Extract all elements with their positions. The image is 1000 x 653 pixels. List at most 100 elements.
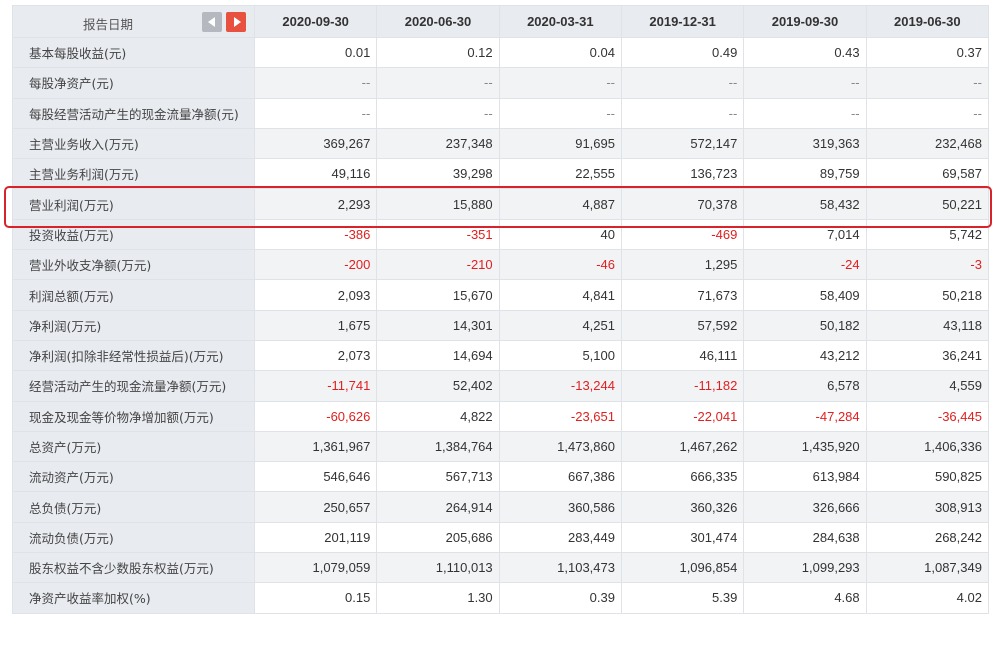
- cell-value: --: [498, 97, 622, 129]
- cell-value: -24: [743, 249, 867, 281]
- row-label: 净资产收益率加权(%): [12, 582, 255, 614]
- date-header-5: 2019-06-30: [865, 5, 989, 38]
- financial-summary-table-wrap: 报告日期 2020-09-30 2020-06-30 2020-03-31 20…: [12, 5, 989, 614]
- cell-value: -200: [253, 249, 378, 281]
- cell-value: 4,822: [376, 400, 500, 432]
- cell-value: 36,241: [865, 339, 989, 372]
- cell-value: -36,445: [865, 400, 989, 432]
- row-label: 净利润(万元): [12, 309, 255, 341]
- cell-value: 50,221: [865, 188, 989, 220]
- cell-value: 0.04: [498, 36, 622, 69]
- cell-value: 590,825: [865, 461, 989, 493]
- table-row: 经营活动产生的现金流量净额(万元) -11,741 52,402 -13,244 -11…: [12, 370, 989, 402]
- cell-value: 232,468: [865, 127, 989, 160]
- cell-value: 572,147: [620, 127, 745, 160]
- cell-value: 4,251: [498, 309, 622, 341]
- row-label: 股东权益不含少数股东权益(万元): [12, 552, 255, 584]
- cell-value: 0.49: [620, 36, 745, 69]
- cell-value: --: [376, 67, 500, 99]
- cell-value: -210: [376, 249, 500, 281]
- cell-value: 284,638: [743, 521, 867, 554]
- cell-value: 1,096,854: [620, 552, 745, 584]
- next-period-button[interactable]: [226, 12, 246, 32]
- cell-value: 7,014: [743, 218, 867, 251]
- row-label: 总资产(万元): [12, 430, 255, 463]
- cell-value: 666,335: [620, 461, 745, 493]
- cell-value: 2,073: [253, 339, 378, 372]
- table-row: 每股经营活动产生的现金流量净额(元) -- -- -- -- -- --: [12, 97, 989, 129]
- cell-value: --: [743, 67, 867, 99]
- cell-value: 369,267: [253, 127, 378, 160]
- cell-value: 4.68: [743, 582, 867, 614]
- cell-value: 15,670: [376, 279, 500, 311]
- cell-value: 567,713: [376, 461, 500, 493]
- table-row: 利润总额(万元) 2,093 15,670 4,841 71,673 58,409 50,2…: [12, 279, 989, 311]
- cell-value: -351: [376, 218, 500, 251]
- cell-value: -3: [865, 249, 989, 281]
- cell-value: -11,182: [620, 370, 745, 402]
- cell-value: 1.30: [376, 582, 500, 614]
- cell-value: -46: [498, 249, 622, 281]
- cell-value: 2,093: [253, 279, 378, 311]
- table-row: 净利润(万元) 1,675 14,301 4,251 57,592 50,182 43,11…: [12, 309, 989, 341]
- cell-value: 1,103,473: [498, 552, 622, 584]
- cell-value: 268,242: [865, 521, 989, 554]
- report-date-label: 报告日期: [83, 17, 134, 32]
- cell-value: 0.01: [253, 36, 378, 69]
- cell-value: 40: [498, 218, 622, 251]
- date-header-1: 2020-06-30: [376, 5, 500, 38]
- cell-value: 0.43: [743, 36, 867, 69]
- chevron-left-icon: [208, 17, 215, 27]
- cell-value: --: [865, 97, 989, 129]
- row-label: 现金及现金等价物净增加额(万元): [12, 400, 255, 432]
- date-header-0: 2020-09-30: [253, 5, 378, 38]
- cell-value: --: [376, 97, 500, 129]
- cell-value: 58,432: [743, 188, 867, 220]
- cell-value: --: [253, 97, 378, 129]
- cell-value: 237,348: [376, 127, 500, 160]
- row-label: 主营业务收入(万元): [12, 127, 255, 160]
- cell-value: 14,301: [376, 309, 500, 341]
- prev-period-button[interactable]: [202, 12, 222, 32]
- cell-value: --: [743, 97, 867, 129]
- row-label: 每股净资产(元): [12, 67, 255, 99]
- table-row: 营业利润(万元) 2,293 15,880 4,887 70,378 58,432 50,2…: [12, 188, 989, 220]
- cell-value: 4.02: [865, 582, 989, 614]
- cell-value: 2,293: [253, 188, 378, 220]
- table-row: 每股净资产(元) -- -- -- -- -- --: [12, 67, 989, 99]
- cell-value: 91,695: [498, 127, 622, 160]
- cell-value: 4,559: [865, 370, 989, 402]
- cell-value: 43,212: [743, 339, 867, 372]
- table-row: 主营业务利润(万元) 49,116 39,298 22,555 136,723 89,75…: [12, 158, 989, 190]
- cell-value: -22,041: [620, 400, 745, 432]
- cell-value: 69,587: [865, 158, 989, 190]
- cell-value: 1,361,967: [253, 430, 378, 463]
- table-row: 总资产(万元) 1,361,967 1,384,764 1,473,860 1,467,…: [12, 430, 989, 463]
- cell-value: 0.15: [253, 582, 378, 614]
- cell-value: --: [253, 67, 378, 99]
- cell-value: 301,474: [620, 521, 745, 554]
- cell-value: 5,100: [498, 339, 622, 372]
- report-date-header: 报告日期: [12, 5, 255, 38]
- cell-value: 70,378: [620, 188, 745, 220]
- table-row: 投资收益(万元) -386 -351 40 -469 7,014 5,742: [12, 218, 989, 251]
- cell-value: 22,555: [498, 158, 622, 190]
- cell-value: 71,673: [620, 279, 745, 311]
- cell-value: --: [865, 67, 989, 99]
- cell-value: 283,449: [498, 521, 622, 554]
- cell-value: -13,244: [498, 370, 622, 402]
- row-label: 投资收益(万元): [12, 218, 255, 251]
- table-row: 现金及现金等价物净增加额(万元) -60,626 4,822 -23,651 -22,0…: [12, 400, 989, 432]
- row-label: 营业利润(万元): [12, 188, 255, 220]
- cell-value: 136,723: [620, 158, 745, 190]
- cell-value: -11,741: [253, 370, 378, 402]
- cell-value: 546,646: [253, 461, 378, 493]
- cell-value: 39,298: [376, 158, 500, 190]
- cell-value: 360,586: [498, 491, 622, 523]
- cell-value: 49,116: [253, 158, 378, 190]
- cell-value: -60,626: [253, 400, 378, 432]
- cell-value: 5,742: [865, 218, 989, 251]
- cell-value: 4,841: [498, 279, 622, 311]
- cell-value: 0.37: [865, 36, 989, 69]
- table-row: 总负债(万元) 250,657 264,914 360,586 360,326 326,6…: [12, 491, 989, 523]
